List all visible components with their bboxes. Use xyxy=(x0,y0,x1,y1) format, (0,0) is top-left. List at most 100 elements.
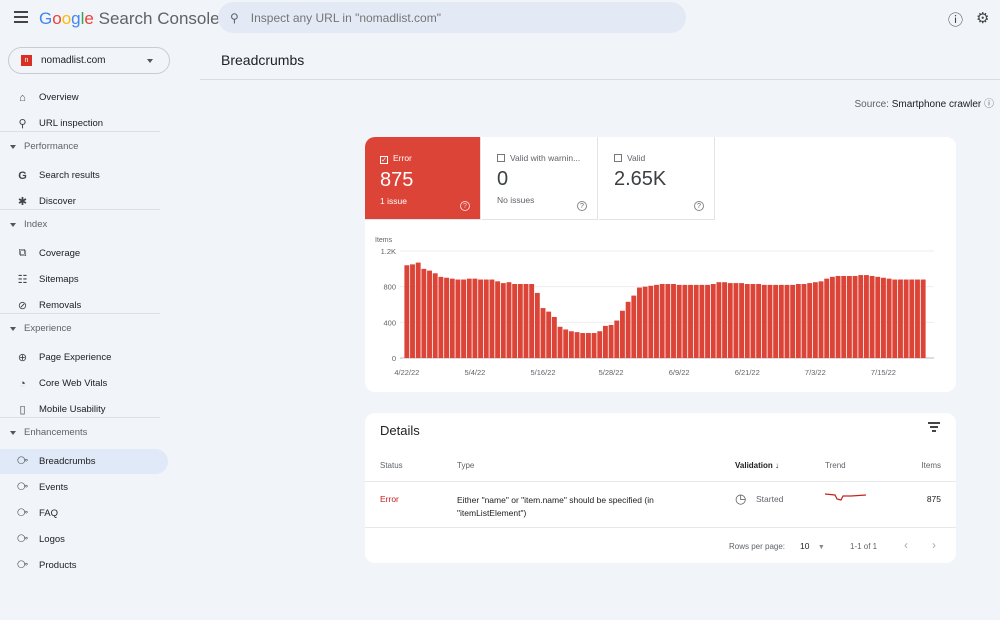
bar[interactable] xyxy=(846,275,852,358)
checkbox[interactable]: ✓ xyxy=(380,156,388,164)
bar[interactable] xyxy=(415,262,421,358)
help-icon[interactable]: ⓘ xyxy=(948,12,964,29)
bar[interactable] xyxy=(750,283,756,358)
bar[interactable] xyxy=(693,284,699,358)
bar[interactable] xyxy=(654,284,659,358)
bar[interactable] xyxy=(756,283,762,358)
bar[interactable] xyxy=(648,285,654,358)
bar[interactable] xyxy=(744,283,750,358)
bar[interactable] xyxy=(455,279,461,358)
bar[interactable] xyxy=(807,283,813,358)
bar[interactable] xyxy=(824,278,830,358)
bar[interactable] xyxy=(773,284,779,358)
rows-per-page-select[interactable]: 10 ▼ xyxy=(800,541,825,551)
bar[interactable] xyxy=(795,283,801,358)
app-logo[interactable]: Google Search Console xyxy=(39,9,220,28)
bar[interactable] xyxy=(733,283,739,358)
sidebar-item-mobile-usability[interactable]: ▯ Mobile Usability xyxy=(0,397,168,422)
sidebar-item-overview[interactable]: ⌂ Overview xyxy=(0,85,168,110)
bar[interactable] xyxy=(812,282,818,358)
property-selector[interactable]: n nomadlist.com xyxy=(8,47,170,74)
filter-icon[interactable] xyxy=(928,422,940,432)
bar[interactable] xyxy=(608,325,614,358)
bar[interactable] xyxy=(574,332,580,358)
sidebar-item-breadcrumbs[interactable]: ⧂ Breadcrumbs xyxy=(0,449,168,474)
sidebar-item-products[interactable]: ⧂ Products xyxy=(0,553,168,578)
bar[interactable] xyxy=(585,333,591,358)
bar[interactable] xyxy=(557,326,563,358)
sidebar-item-faq[interactable]: ⧂ FAQ xyxy=(0,501,168,526)
bar[interactable] xyxy=(665,283,671,358)
next-page-button[interactable]: › xyxy=(932,538,936,552)
bar[interactable] xyxy=(915,279,920,358)
bar[interactable] xyxy=(852,275,858,358)
bar[interactable] xyxy=(483,279,489,358)
bar[interactable] xyxy=(659,283,665,358)
bar[interactable] xyxy=(676,284,682,358)
tile-valid[interactable]: Valid 2.65K? xyxy=(599,137,715,220)
sidebar-section-index[interactable]: Index xyxy=(10,219,47,230)
bar[interactable] xyxy=(523,283,529,358)
bar[interactable] xyxy=(767,284,773,358)
bar[interactable] xyxy=(546,311,552,358)
bar[interactable] xyxy=(818,281,824,358)
bar[interactable] xyxy=(881,277,886,358)
sidebar-item-logos[interactable]: ⧂ Logos xyxy=(0,527,168,552)
bar[interactable] xyxy=(602,325,608,358)
bar[interactable] xyxy=(898,279,903,358)
bar[interactable] xyxy=(642,286,648,358)
sidebar-section-experience[interactable]: Experience xyxy=(10,323,72,334)
bar[interactable] xyxy=(875,276,881,358)
bar[interactable] xyxy=(461,279,467,358)
bar[interactable] xyxy=(710,283,716,358)
bar[interactable] xyxy=(421,268,427,358)
bar[interactable] xyxy=(716,282,722,358)
sidebar-item-discover[interactable]: ✱ Discover xyxy=(0,189,168,214)
bar[interactable] xyxy=(517,283,523,358)
bar[interactable] xyxy=(563,329,569,358)
bar[interactable] xyxy=(892,279,898,358)
bar[interactable] xyxy=(580,333,586,358)
tile-valid-with-warnin[interactable]: Valid with warnin... 0 No issues? xyxy=(482,137,598,220)
bar[interactable] xyxy=(597,331,603,358)
bar[interactable] xyxy=(682,284,688,358)
bar[interactable] xyxy=(489,279,495,358)
checkbox[interactable] xyxy=(614,154,622,162)
bar[interactable] xyxy=(495,281,501,358)
bar[interactable] xyxy=(869,275,875,358)
bar[interactable] xyxy=(920,279,926,358)
column-items[interactable]: Items xyxy=(921,461,941,470)
column-trend[interactable]: Trend xyxy=(825,461,846,470)
sidebar-section-performance[interactable]: Performance xyxy=(10,141,78,152)
bar[interactable] xyxy=(778,284,784,358)
sidebar-item-core-web-vitals[interactable]: ◔ Core Web Vitals xyxy=(0,371,168,396)
bar[interactable] xyxy=(909,279,915,358)
bar[interactable] xyxy=(705,284,710,358)
sidebar-item-removals[interactable]: ⊘ Removals xyxy=(0,293,168,318)
sidebar-section-enhancements[interactable]: Enhancements xyxy=(10,427,87,438)
bar[interactable] xyxy=(512,283,518,358)
menu-icon[interactable] xyxy=(14,11,28,23)
bar[interactable] xyxy=(863,275,869,358)
sidebar-item-coverage[interactable]: ⧉ Coverage xyxy=(0,241,168,266)
help-icon[interactable]: ? xyxy=(694,201,704,211)
previous-page-button[interactable]: ‹ xyxy=(904,538,908,552)
bar[interactable] xyxy=(841,275,847,358)
bar[interactable] xyxy=(529,283,535,358)
bar[interactable] xyxy=(427,270,432,358)
bar[interactable] xyxy=(432,273,438,358)
column-validation[interactable]: Validation ↓ xyxy=(735,461,779,470)
bar[interactable] xyxy=(903,279,909,358)
bar[interactable] xyxy=(591,333,597,358)
bar[interactable] xyxy=(614,320,620,358)
checkbox[interactable] xyxy=(497,154,505,162)
sidebar-item-search-results[interactable]: G Search results xyxy=(0,163,168,188)
bar[interactable] xyxy=(506,282,512,358)
bar[interactable] xyxy=(631,295,637,358)
bar[interactable] xyxy=(620,310,625,358)
bar[interactable] xyxy=(444,277,449,358)
bar[interactable] xyxy=(835,275,841,358)
bar[interactable] xyxy=(801,283,807,358)
bar[interactable] xyxy=(466,278,472,358)
sidebar-item-events[interactable]: ⧂ Events xyxy=(0,475,168,500)
